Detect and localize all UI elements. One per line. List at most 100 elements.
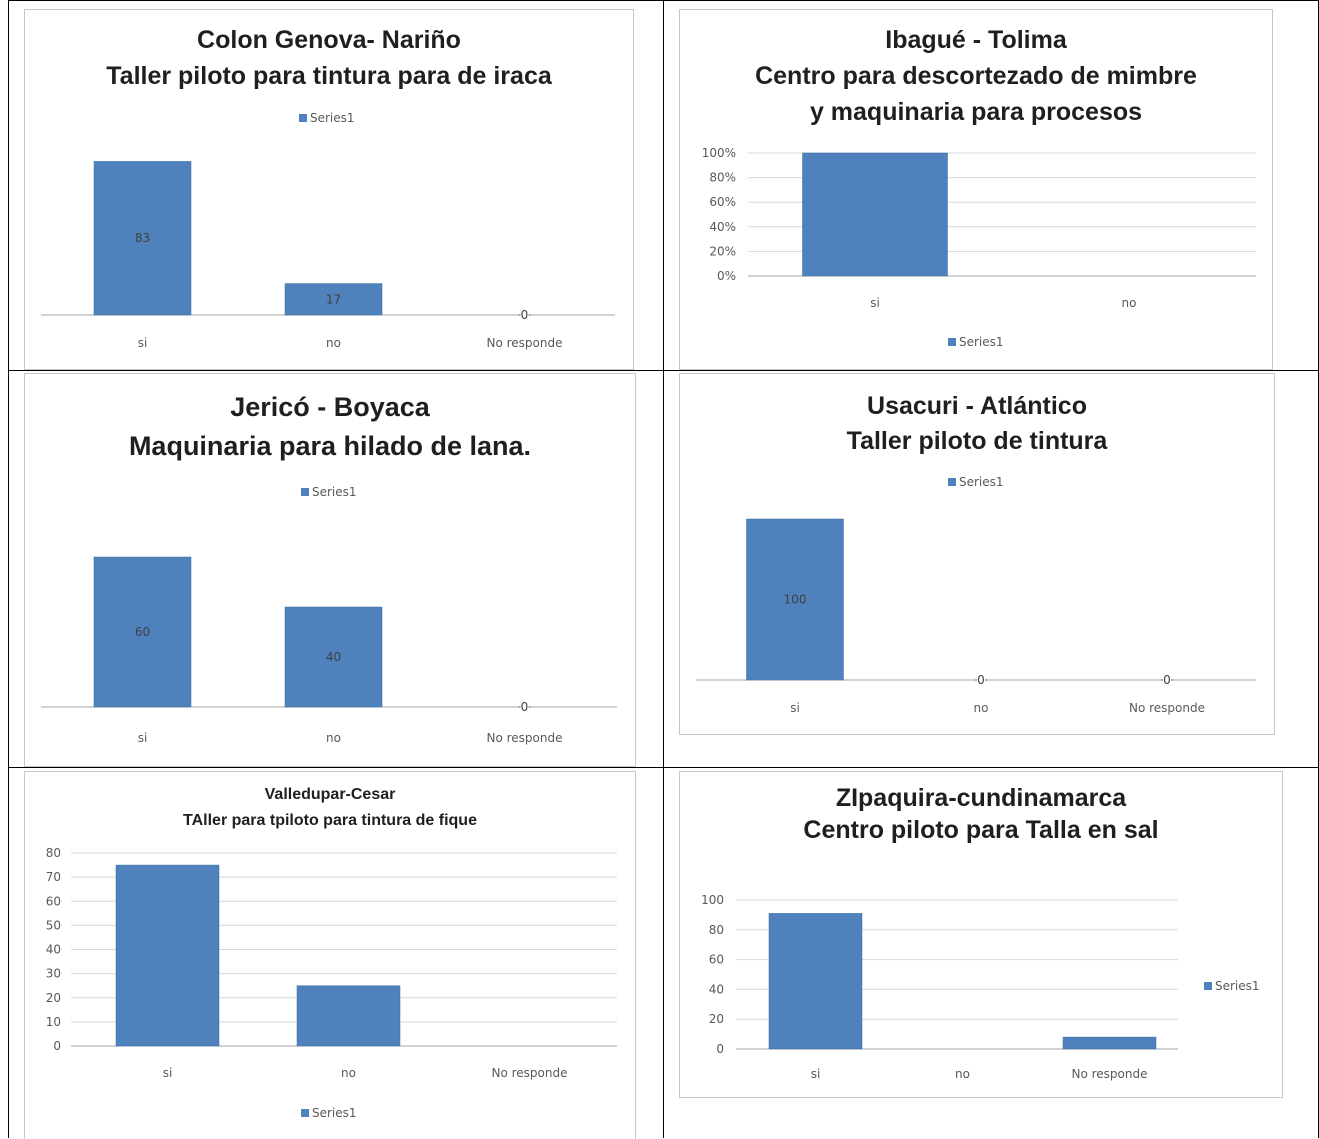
bar	[284, 606, 383, 708]
table-border-middle	[663, 0, 664, 1138]
y-tick-label: 0%	[717, 269, 736, 283]
bar	[284, 283, 383, 316]
y-tick-label: 40%	[709, 220, 736, 234]
y-tick-label: 20	[709, 1012, 724, 1026]
y-tick-label: 80	[46, 846, 61, 860]
table-row-divider-1	[8, 370, 1319, 371]
x-tick-label: no	[955, 1067, 970, 1081]
bar	[1062, 1036, 1157, 1050]
bar	[768, 913, 863, 1050]
chart-svg: Ibagué - Tolima Centro para descortezado …	[702, 26, 1256, 349]
data-label: 17	[326, 292, 341, 306]
legend-swatch	[301, 488, 309, 496]
zero-label-bg	[1163, 675, 1171, 685]
chart-title-line: Maquinaria para hilado de lana.	[129, 431, 531, 461]
data-label: 0	[521, 308, 529, 322]
chart-title-line: Colon Genova- Nariño	[197, 26, 461, 54]
chart-colon-genova: Colon Genova- Nariño Taller piloto para t…	[24, 9, 634, 370]
x-tick-label: No responde	[1129, 701, 1205, 715]
x-tick-label: No responde	[486, 731, 562, 745]
zero-label-bg	[977, 675, 985, 685]
legend-label: Series1	[312, 485, 357, 499]
legend-swatch	[948, 338, 956, 346]
y-tick-label: 40	[46, 943, 61, 957]
bar	[93, 556, 192, 708]
x-tick-label: si	[163, 1066, 173, 1080]
y-tick-label: 80	[709, 923, 724, 937]
x-tick-label: no	[326, 336, 341, 350]
y-tick-label: 30	[46, 967, 61, 981]
chart-title-line: Taller piloto de tintura	[847, 427, 1109, 455]
legend-label: Series1	[959, 335, 1004, 349]
x-tick-label: No responde	[491, 1066, 567, 1080]
bar	[296, 985, 401, 1047]
chart-title-line: y maquinaria para procesos	[810, 98, 1142, 126]
chart-zipaquira: ZIpaquira-cundinamarca Centro piloto para…	[679, 771, 1283, 1098]
y-tick-label: 0	[716, 1042, 724, 1056]
data-label: 0	[1163, 673, 1171, 687]
zero-label-bg	[520, 702, 529, 712]
y-tick-label: 80%	[709, 171, 736, 185]
zero-label-bg	[520, 310, 529, 320]
data-label: 100	[784, 593, 807, 607]
y-tick-label: 10	[46, 1015, 61, 1029]
legend-label: Series1	[959, 475, 1004, 489]
legend-label: Series1	[312, 1106, 357, 1120]
chart-title-line: Valledupar-Cesar	[265, 786, 396, 803]
chart-title-line: TAller para tpiloto para tintura de fiqu…	[183, 812, 477, 829]
x-tick-label: si	[138, 731, 148, 745]
bar	[115, 864, 220, 1047]
chart-title-line: Taller piloto para tintura para de iraca	[106, 62, 553, 90]
x-tick-label: si	[790, 701, 800, 715]
data-label: 40	[326, 650, 341, 664]
x-tick-label: no	[326, 731, 341, 745]
y-tick-label: 100	[701, 893, 724, 907]
x-tick-label: no	[341, 1066, 356, 1080]
x-tick-label: si	[811, 1067, 821, 1081]
x-tick-label: no	[1122, 296, 1137, 310]
chart-title-line: Usacuri - Atlántico	[867, 392, 1087, 420]
chart-jerico: Jericó - Boyaca Maquinaria para hilado de…	[24, 373, 636, 767]
table-border-top	[8, 0, 1319, 1]
table-row-divider-2	[8, 767, 1319, 768]
chart-title-line: Centro para descortezado de mimbre	[755, 62, 1197, 90]
data-label: 60	[135, 625, 150, 639]
legend-label: Series1	[1215, 979, 1260, 993]
chart-svg: Jericó - Boyaca Maquinaria para hilado de…	[41, 392, 617, 745]
legend-swatch	[1204, 982, 1212, 990]
y-tick-label: 0	[53, 1039, 61, 1053]
table-border-left	[8, 0, 9, 1138]
x-tick-label: No responde	[1071, 1067, 1147, 1081]
x-tick-label: si	[138, 336, 148, 350]
chart-ibague: Ibagué - Tolima Centro para descortezado …	[679, 9, 1273, 370]
chart-title-line: Centro piloto para Talla en sal	[803, 816, 1158, 844]
y-tick-label: 40	[709, 982, 724, 996]
chart-valledupar: Valledupar-Cesar TAller para tpiloto para…	[24, 771, 636, 1139]
y-tick-label: 100%	[702, 146, 736, 160]
chart-title-line: Ibagué - Tolima	[885, 26, 1068, 54]
legend-label: Series1	[310, 111, 355, 125]
bar	[746, 518, 844, 681]
x-tick-label: No responde	[486, 336, 562, 350]
legend-swatch	[299, 114, 307, 122]
y-tick-label: 20%	[709, 244, 736, 258]
legend-swatch	[948, 478, 956, 486]
bar	[802, 152, 948, 277]
chart-svg: ZIpaquira-cundinamarca Centro piloto para…	[701, 784, 1260, 1081]
x-tick-label: si	[870, 296, 880, 310]
chart-svg: Usacuri - Atlántico Taller piloto de tint…	[696, 392, 1256, 715]
x-tick-label: no	[974, 701, 989, 715]
chart-title-line: ZIpaquira-cundinamarca	[836, 784, 1127, 812]
chart-svg: Valledupar-Cesar TAller para tpiloto para…	[46, 786, 617, 1120]
y-tick-label: 20	[46, 991, 61, 1005]
y-tick-label: 50	[46, 918, 61, 932]
y-tick-label: 60	[709, 953, 724, 967]
chart-title-line: Jericó - Boyaca	[230, 392, 431, 422]
y-tick-label: 60%	[709, 195, 736, 209]
y-tick-label: 70	[46, 870, 61, 884]
data-label: 83	[135, 231, 150, 245]
chart-svg: Colon Genova- Nariño Taller piloto para t…	[41, 26, 615, 350]
bar	[93, 161, 192, 316]
chart-usacuri: Usacuri - Atlántico Taller piloto de tint…	[679, 373, 1275, 735]
y-tick-label: 60	[46, 894, 61, 908]
